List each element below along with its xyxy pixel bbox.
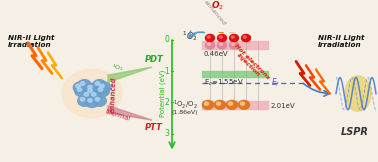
Ellipse shape [345,76,371,111]
Text: 3: 3 [164,129,169,138]
Text: PTT: PTT [145,122,163,132]
Circle shape [85,87,99,98]
Circle shape [91,93,96,96]
Circle shape [219,36,222,38]
Text: 0: 0 [164,35,169,44]
Circle shape [84,93,88,96]
Text: LSPR: LSPR [341,127,369,137]
Circle shape [229,34,239,42]
Circle shape [221,18,231,26]
Circle shape [242,34,251,42]
Bar [202,41,268,49]
Circle shape [93,80,106,91]
Text: Hot electrons
injection: Hot electrons injection [229,43,271,84]
Circle shape [240,102,245,105]
Circle shape [78,80,91,91]
FancyArrowPatch shape [219,17,229,33]
Circle shape [95,97,100,101]
Text: E$_c$=1.55eV: E$_c$=1.55eV [204,78,244,88]
Text: 0.46eV: 0.46eV [204,51,229,57]
Text: PDT: PDT [145,55,164,64]
Text: $^1$O$_2$/O$_2$: $^1$O$_2$/O$_2$ [173,99,198,111]
Circle shape [206,42,214,49]
Circle shape [217,102,220,105]
Circle shape [78,95,91,106]
Text: 2: 2 [164,98,169,107]
Circle shape [85,83,99,94]
Text: enhanced: enhanced [203,0,227,27]
Text: NIR-II Light
Irradiation: NIR-II Light Irradiation [318,35,364,48]
Bar [202,101,268,109]
Circle shape [100,84,104,88]
Circle shape [226,17,234,22]
Circle shape [96,86,109,97]
Text: (1.86eV): (1.86eV) [172,110,198,115]
Circle shape [204,102,209,105]
Circle shape [206,34,214,42]
Circle shape [217,42,226,49]
Text: E$_f$: E$_f$ [271,77,280,89]
Text: 1: 1 [164,67,169,75]
Circle shape [80,82,85,85]
Text: NIR-II Light
Irradiation: NIR-II Light Irradiation [8,35,54,48]
Circle shape [226,100,237,109]
Circle shape [80,97,85,101]
Circle shape [73,82,87,93]
Circle shape [98,88,103,91]
Circle shape [217,34,226,42]
Text: $^1$O$_2$: $^1$O$_2$ [182,29,198,43]
Text: 2.01eV: 2.01eV [271,103,296,109]
Circle shape [75,86,88,97]
Circle shape [85,97,99,108]
Circle shape [203,100,214,109]
Circle shape [208,43,211,45]
Bar [202,71,268,77]
Circle shape [93,95,106,106]
Circle shape [231,36,234,38]
Circle shape [62,69,122,118]
Circle shape [88,99,92,102]
Circle shape [76,84,80,88]
Circle shape [89,91,102,101]
FancyArrowPatch shape [227,17,234,32]
Circle shape [77,88,82,91]
Circle shape [228,102,232,105]
Circle shape [81,91,95,101]
Text: thermal: thermal [105,108,131,122]
Polygon shape [108,67,152,82]
Text: O$_2$: O$_2$ [211,0,225,12]
Circle shape [243,36,246,38]
Circle shape [88,85,92,89]
Text: enhanced: enhanced [109,76,117,113]
Circle shape [231,43,234,45]
Polygon shape [108,106,152,120]
Circle shape [207,36,210,38]
Circle shape [220,43,223,45]
Text: Potential (eV): Potential (eV) [160,70,166,117]
Circle shape [214,100,226,109]
Circle shape [95,82,100,85]
Circle shape [239,100,249,109]
Circle shape [229,42,239,49]
Text: $^1$O$_2$: $^1$O$_2$ [112,62,124,73]
Circle shape [88,89,92,93]
Circle shape [97,82,111,93]
